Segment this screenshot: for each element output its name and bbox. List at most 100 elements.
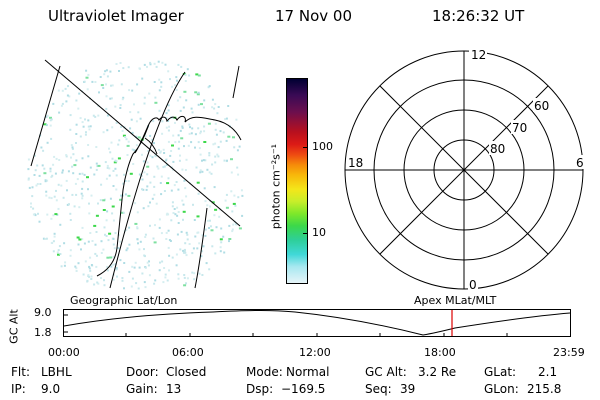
speckle [138, 173, 141, 176]
grid-line [109, 71, 186, 289]
speckle [92, 114, 95, 117]
speckle [228, 240, 230, 243]
speckle [65, 155, 68, 158]
speckle [50, 137, 53, 140]
coastline [144, 137, 158, 155]
speckle [91, 240, 94, 242]
speckle [136, 211, 139, 214]
speckle [153, 62, 156, 65]
speckle [106, 75, 109, 78]
speckle [149, 63, 152, 66]
speckle [44, 180, 47, 183]
speckle [103, 279, 105, 282]
speckle [160, 81, 163, 84]
speckle [115, 268, 117, 271]
speckle [58, 159, 61, 161]
speckle [179, 109, 182, 112]
speckle [127, 140, 130, 143]
speckle [214, 103, 217, 106]
speckle [93, 224, 97, 227]
speckle [190, 107, 193, 110]
grid-line [30, 65, 61, 167]
speckle [165, 112, 168, 115]
speckle [43, 172, 47, 175]
speckle [86, 88, 89, 91]
speckle [200, 103, 203, 106]
speckle [75, 193, 78, 196]
speckle [108, 167, 111, 170]
speckle [106, 114, 109, 117]
speckle [65, 154, 68, 157]
speckle [141, 272, 144, 275]
speckle [88, 212, 91, 215]
speckle [176, 233, 179, 236]
speckle [181, 168, 184, 171]
speckle [241, 194, 244, 197]
speckle [174, 141, 177, 144]
speckle [90, 194, 93, 197]
altitude-timeline-plot [63, 309, 571, 337]
speckle [183, 274, 186, 276]
speckle [55, 199, 58, 202]
speckle [193, 278, 196, 281]
speckle [219, 140, 222, 143]
speckle [208, 268, 211, 271]
speckle [158, 109, 161, 112]
speckle [142, 160, 145, 163]
mlt-12-label: 12 [471, 48, 486, 62]
speckle [230, 190, 233, 193]
grid-line [194, 207, 208, 289]
speckle [105, 83, 107, 86]
speckle [49, 116, 52, 119]
speckle [67, 85, 69, 88]
speckle [98, 91, 100, 94]
speckle [147, 150, 149, 152]
speckle [179, 154, 181, 157]
speckle [81, 226, 84, 229]
speckle [227, 105, 230, 107]
speckle [236, 149, 239, 152]
lat-60-label: 60 [534, 99, 549, 113]
speckle [94, 243, 97, 246]
speckle [203, 125, 206, 128]
speckle [176, 214, 179, 217]
speckle [227, 135, 231, 138]
speckle [146, 261, 149, 264]
speckle [72, 172, 75, 175]
speckle [41, 164, 44, 167]
lat-80-label: 80 [490, 142, 505, 156]
speckle [36, 164, 39, 167]
speckle [143, 171, 146, 174]
speckle [175, 181, 178, 183]
speckle [207, 122, 211, 125]
speckle [178, 140, 181, 143]
speckle [55, 189, 57, 192]
speckle [186, 68, 189, 71]
speckle [215, 133, 218, 136]
speckle [167, 120, 170, 122]
door-label: Door: [126, 365, 159, 379]
speckle [195, 166, 198, 169]
speckle [170, 219, 173, 222]
speckle [71, 193, 74, 196]
speckle [183, 145, 185, 148]
speckle [176, 206, 179, 209]
speckle [119, 259, 122, 262]
speckle [208, 171, 211, 174]
speckle [88, 202, 90, 205]
speckle [160, 85, 163, 88]
speckle [61, 171, 64, 174]
speckle [108, 232, 112, 235]
speckle [129, 111, 132, 114]
speckle [31, 186, 34, 189]
label-bg [511, 120, 529, 134]
speckle [105, 235, 108, 237]
speckle [84, 133, 87, 136]
speckle [240, 189, 243, 192]
speckle [124, 193, 127, 196]
speckle [191, 111, 194, 114]
speckle [197, 127, 200, 130]
speckle [178, 159, 181, 162]
speckle [131, 131, 134, 134]
speckle [69, 212, 72, 215]
